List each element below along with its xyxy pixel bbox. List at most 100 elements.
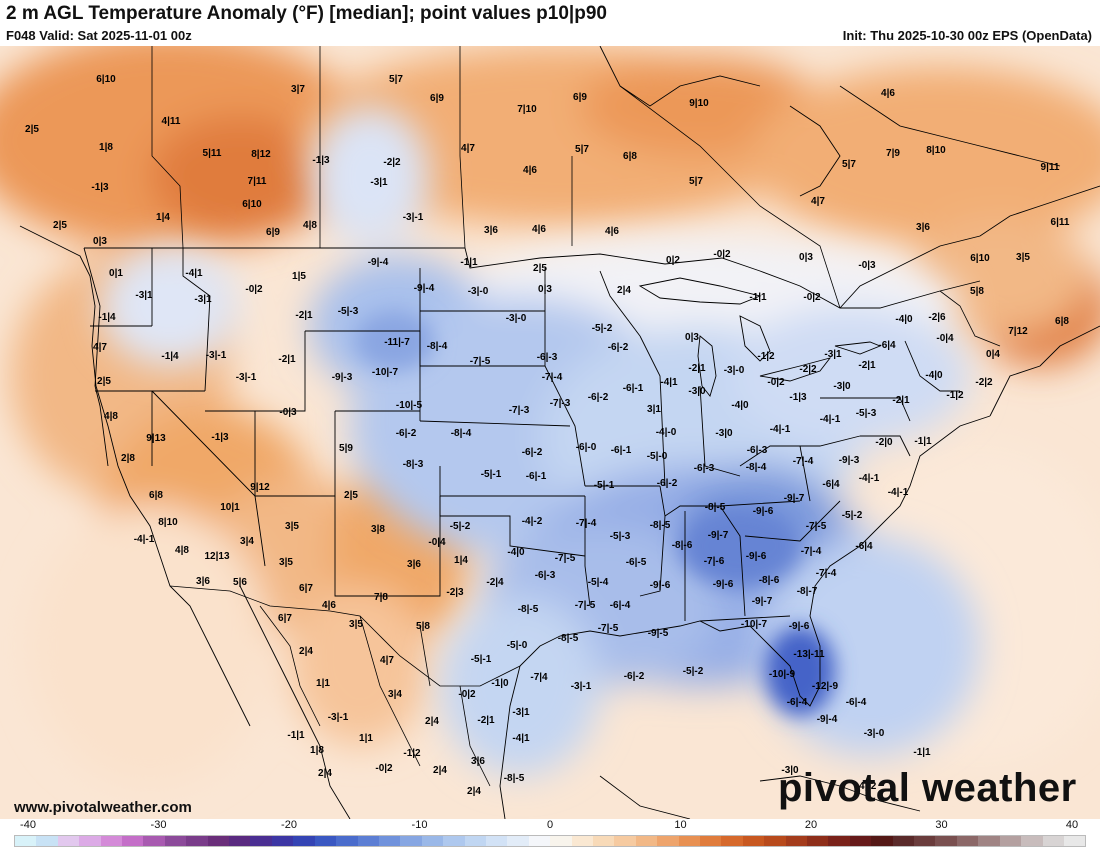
point-value: -5|-4 bbox=[588, 577, 609, 588]
point-value: -6|4 bbox=[855, 541, 873, 552]
point-value: -7|-5 bbox=[555, 553, 576, 564]
point-value: -6|-2 bbox=[657, 478, 678, 489]
point-value: 6|10 bbox=[970, 253, 990, 264]
point-value: -4|0 bbox=[507, 547, 525, 558]
point-value: -4|1 bbox=[660, 377, 678, 388]
point-value: -7|-5 bbox=[575, 600, 596, 611]
colorbar-tick-label: -30 bbox=[150, 819, 167, 831]
point-value: 4|7 bbox=[380, 655, 394, 666]
point-value: -3|1 bbox=[370, 177, 388, 188]
point-value: -12|-9 bbox=[812, 681, 839, 692]
colorbar-cell bbox=[357, 836, 379, 846]
point-value: 0|3 bbox=[538, 284, 552, 295]
point-value: 6|8 bbox=[149, 490, 163, 501]
point-value: 0|2 bbox=[666, 255, 680, 266]
colorbar-cell bbox=[614, 836, 636, 846]
point-value: -7|-3 bbox=[509, 405, 530, 416]
point-value: 0|3 bbox=[93, 236, 107, 247]
point-value: -2|1 bbox=[688, 363, 706, 374]
colorbar-cell bbox=[1063, 836, 1086, 846]
colorbar-cell bbox=[892, 836, 915, 846]
point-value: -2|0 bbox=[875, 437, 893, 448]
point-value: -4|1 bbox=[512, 733, 530, 744]
point-value: -1|4 bbox=[98, 312, 116, 323]
point-value: 6|8 bbox=[623, 151, 637, 162]
point-value: -7|4 bbox=[530, 672, 548, 683]
point-value: 5|6 bbox=[233, 577, 247, 588]
point-value: -9|-6 bbox=[746, 551, 767, 562]
point-value: -0|2 bbox=[245, 284, 263, 295]
point-value: 0|3 bbox=[799, 252, 813, 263]
point-value: -7|-4 bbox=[576, 518, 597, 529]
colorbar-cell bbox=[935, 836, 957, 846]
point-value: 3|6 bbox=[471, 756, 485, 767]
point-value: -3|0 bbox=[833, 381, 851, 392]
point-value: -9|-3 bbox=[839, 455, 860, 466]
point-value: -0|2 bbox=[713, 249, 731, 260]
mexico-borders bbox=[169, 585, 521, 787]
colorbar-cell bbox=[978, 836, 1000, 846]
point-value: -0|2 bbox=[767, 377, 785, 388]
point-value: -0|3 bbox=[858, 260, 876, 271]
point-value: -7|-4 bbox=[816, 568, 837, 579]
colorbar-cell bbox=[122, 836, 144, 846]
point-value: -5|-1 bbox=[481, 469, 502, 480]
colorbar-cell bbox=[485, 836, 508, 846]
point-value: 1|1 bbox=[316, 678, 330, 689]
province-borders bbox=[151, 46, 1001, 347]
point-value: -9|-7 bbox=[708, 530, 729, 541]
point-value: -1|2 bbox=[946, 390, 964, 401]
point-value: 2|4 bbox=[433, 765, 447, 776]
colorbar-cell bbox=[956, 836, 979, 846]
colorbar-cell bbox=[1042, 836, 1064, 846]
point-value: -1|1 bbox=[460, 257, 478, 268]
colorbar-cell bbox=[550, 836, 572, 846]
point-value: 6|10 bbox=[96, 74, 116, 85]
point-value: 1|8 bbox=[99, 142, 113, 153]
point-value: 3|7 bbox=[291, 84, 305, 95]
point-value: -3|-1 bbox=[328, 712, 349, 723]
point-value: 7|12 bbox=[1008, 326, 1028, 337]
map-title: 2 m AGL Temperature Anomaly (°F) [median… bbox=[6, 3, 607, 24]
point-value: -8|-7 bbox=[797, 586, 818, 597]
point-value: 1|1 bbox=[359, 733, 373, 744]
point-value: 0|1 bbox=[109, 268, 123, 279]
point-value: -8|-3 bbox=[403, 459, 424, 470]
point-value: 7|11 bbox=[248, 176, 267, 187]
point-value: 8|10 bbox=[926, 145, 946, 156]
point-value: 3|5 bbox=[349, 619, 363, 630]
point-value: 3|6 bbox=[916, 222, 930, 233]
point-value: -8|-5 bbox=[518, 604, 539, 615]
point-value: -5|-1 bbox=[471, 654, 492, 665]
point-value: -0|2 bbox=[375, 763, 393, 774]
point-value: 6|7 bbox=[299, 583, 313, 594]
point-value: 4|7 bbox=[93, 342, 107, 353]
colorbar-cell bbox=[849, 836, 872, 846]
point-value: 4|6 bbox=[532, 224, 546, 235]
point-value: -9|-6 bbox=[789, 621, 810, 632]
colorbar bbox=[14, 835, 1086, 847]
point-value: -6|4 bbox=[878, 340, 896, 351]
point-value: -8|-4 bbox=[746, 462, 767, 473]
point-value: -7|-3 bbox=[550, 398, 571, 409]
point-value: 5|7 bbox=[842, 159, 856, 170]
point-value: -1|0 bbox=[491, 678, 509, 689]
website-link[interactable]: www.pivotalweather.com bbox=[14, 799, 192, 816]
point-value: -3|0 bbox=[715, 428, 733, 439]
point-value: -6|4 bbox=[822, 479, 840, 490]
point-value: 6|9 bbox=[573, 92, 587, 103]
point-value: -11|-7 bbox=[384, 337, 410, 348]
point-value: 5|7 bbox=[689, 176, 703, 187]
point-value: -1|1 bbox=[749, 292, 767, 303]
point-value: 1|4 bbox=[454, 555, 468, 566]
colorbar-cell bbox=[100, 836, 123, 846]
point-value: -0|4 bbox=[936, 333, 954, 344]
point-value: -6|-3 bbox=[537, 352, 558, 363]
point-value: -2|3 bbox=[446, 587, 464, 598]
point-value: -7|-5 bbox=[806, 521, 827, 532]
point-value: -1|1 bbox=[913, 747, 931, 758]
colorbar-cell bbox=[186, 836, 208, 846]
point-value: -3|-0 bbox=[864, 728, 885, 739]
point-value: -2|4 bbox=[486, 577, 504, 588]
point-value: -6|-0 bbox=[576, 442, 597, 453]
